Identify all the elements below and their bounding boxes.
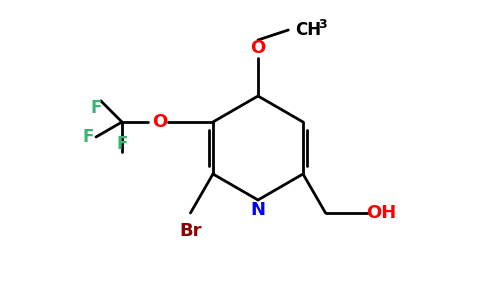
- Text: F: F: [116, 135, 128, 153]
- Text: 3: 3: [318, 19, 327, 32]
- Text: OH: OH: [366, 204, 397, 222]
- Text: Br: Br: [179, 222, 202, 240]
- Text: F: F: [82, 128, 94, 146]
- Text: O: O: [152, 113, 167, 131]
- Text: F: F: [90, 99, 102, 117]
- Text: O: O: [250, 39, 266, 57]
- Text: CH: CH: [295, 21, 321, 39]
- Text: N: N: [251, 201, 266, 219]
